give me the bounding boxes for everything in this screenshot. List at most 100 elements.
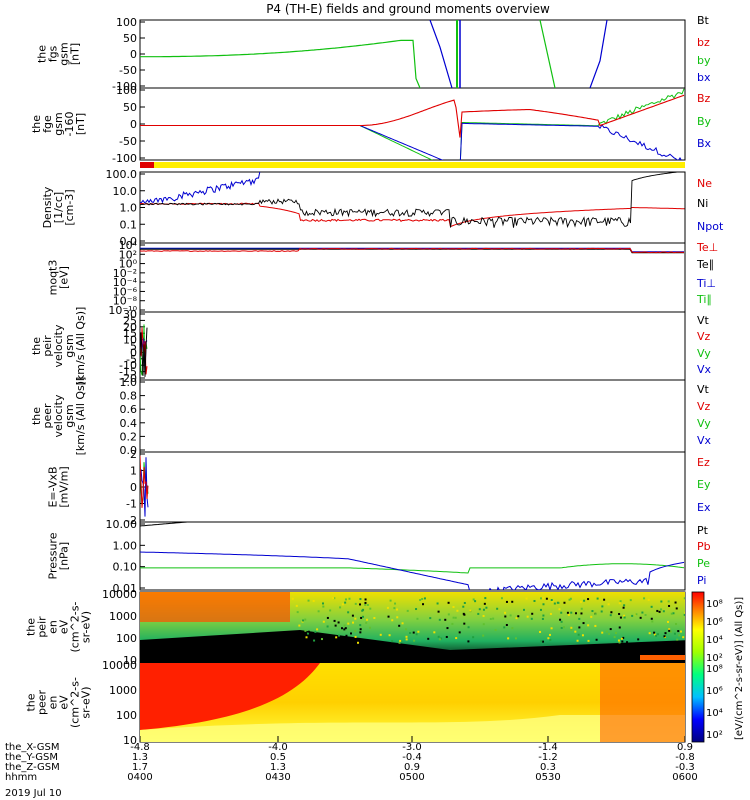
peir_velocity-ytick-label: 20 [123,321,137,334]
peir-spectrogram-cell [478,608,481,611]
efield-ytick-label: -2 [126,514,137,527]
peir-spectrogram-cell [672,612,675,615]
peer_spectrogram-ytick-label: 1000 [109,684,137,697]
peir-spectrogram-cell [542,614,545,617]
peir-spectrogram-cell [313,639,316,642]
peir-spectrogram-cell [472,636,475,639]
peir-spectrogram-cell [343,624,346,627]
peir-spectrogram-cell [368,626,371,629]
peir-spectrogram-cell [456,609,459,612]
peer_spectrogram-ylabel-line: the [25,693,38,711]
peir-spectrogram-cell [398,624,401,627]
peir-spectrogram-cell [482,634,485,637]
series-E-spike [140,457,149,517]
peir-spectrogram-cell [545,597,548,600]
peir-spectrogram-cell [629,599,632,602]
fgs-ylabel-line: gsm [58,42,71,65]
peer_velocity-ytick-label: 1.0 [120,376,138,389]
peir-spectrogram-cell [560,611,563,614]
peir-spectrogram-cell [542,597,545,600]
peer_spectrogram-ytick-label: 10000 [102,659,137,672]
temperature-ylabel: moqt3[eV] [47,260,71,296]
fge-ytick-label: 100 [116,84,137,97]
temperature-ylabel-line: [eV] [58,266,71,289]
peir-spectrogram-cell [359,603,362,606]
fge-ytick-label: -50 [119,135,137,148]
peir-spectrogram-cell [351,614,354,617]
peer_spectrogram-ytick-label: 10 [123,734,137,747]
peir_velocity-ytick-label: -5 [126,353,137,366]
fge-ytick-label: 50 [123,101,137,114]
peir-spectrogram-cell [306,632,309,635]
peir-spectrogram-cell [333,619,336,622]
peir-spectrogram-cell [623,604,626,607]
peir-spectrogram-cell [660,608,663,611]
peir-spectrogram-cell [365,621,368,624]
density-ytick-label: 0.1 [120,218,138,231]
pressure-ytick-label: 10.00 [106,518,138,531]
peir-spectrogram-cell [462,605,465,608]
date-label: 2019 Jul 10 [5,788,62,799]
density-ytick-label: 100.0 [106,168,138,181]
peir-spectrogram-cell [341,603,344,606]
peir_velocity-ytick-label: -20 [119,372,137,385]
peir-spectrogram-cell [600,610,603,613]
peir_velocity-frame [139,311,686,381]
peir-spectrogram-cell [647,598,650,601]
peer-spectrogram-band [600,663,685,742]
peer_velocity-ytick-label: 0.2 [120,430,138,443]
peir-spectrogram-cell [667,600,670,603]
peir-spectrogram-cell [539,630,542,633]
temperature-ylabel-line: moqt3 [47,260,60,296]
legend-Ex: Ex [697,501,711,514]
peir-spectrogram-cell [620,637,623,640]
peir-spectrogram-cell [304,632,307,635]
efield-ytick-label: 2 [130,448,137,461]
fge-ylabel-line: [nT] [74,113,87,135]
peir-spectrogram-floor [140,630,685,662]
peir-spectrogram-cell [587,624,590,627]
peir-spectrogram-cell [650,605,653,608]
series-V-spike [140,327,148,377]
fgs-ytick-label: 50 [123,32,137,45]
series-bx-line [429,20,453,88]
peir_spectrogram-ylabel-line: en [47,620,60,634]
peir-spectrogram-cell [304,618,307,621]
peir-spectrogram-cell [684,611,685,614]
x-axis-value: 0400 [127,772,152,783]
peir-spectrogram-cell [463,601,466,604]
peir-spectrogram-cell [511,600,514,603]
peir-spectrogram-cell [596,597,599,600]
efield-ylabel: E=-VxB[mV/m] [47,466,71,507]
peir-spectrogram-cell [406,609,409,612]
legend-Vx: Vx [697,434,712,447]
efield-ylabel-line: E=-VxB [47,466,60,507]
peir-spectrogram-cell [334,624,337,627]
peir-spectrogram-cell [391,619,394,622]
peer_velocity-ytick-label: 0.6 [120,403,138,416]
peir-spectrogram-cell [549,638,552,641]
peir-spectrogram-cell [305,636,308,639]
peir-spectrogram-cell [637,638,640,641]
peir-spectrogram-cell [354,617,357,620]
density-ylabel-line: [cm-3] [63,189,76,225]
peir-spectrogram-cell [307,599,310,602]
mode-bar-segment [154,162,685,168]
legend-Ey: Ey [697,478,711,491]
peir-spectrogram-cell [445,635,448,638]
chart-title: P4 (TH-E) fields and ground moments over… [266,2,550,16]
x-axis-value: -4.0 [268,742,288,753]
peir-spectrogram-cell [668,604,671,607]
peir_velocity-ylabel-line: the [30,337,43,355]
peir-spectrogram-cell [312,599,315,602]
peir-spectrogram-cell [577,633,580,636]
peir-spectrogram-cell [551,600,554,603]
peir-spectrogram-cell [316,628,319,631]
peir_spectrogram-ylabel-line: eV [58,619,71,634]
legend-Vy: Vy [697,417,711,430]
colorbar-tick-label: 10⁶ [706,686,723,697]
peir-spectrogram-cell [469,609,472,612]
peir-spectrogram-cell [676,638,679,641]
